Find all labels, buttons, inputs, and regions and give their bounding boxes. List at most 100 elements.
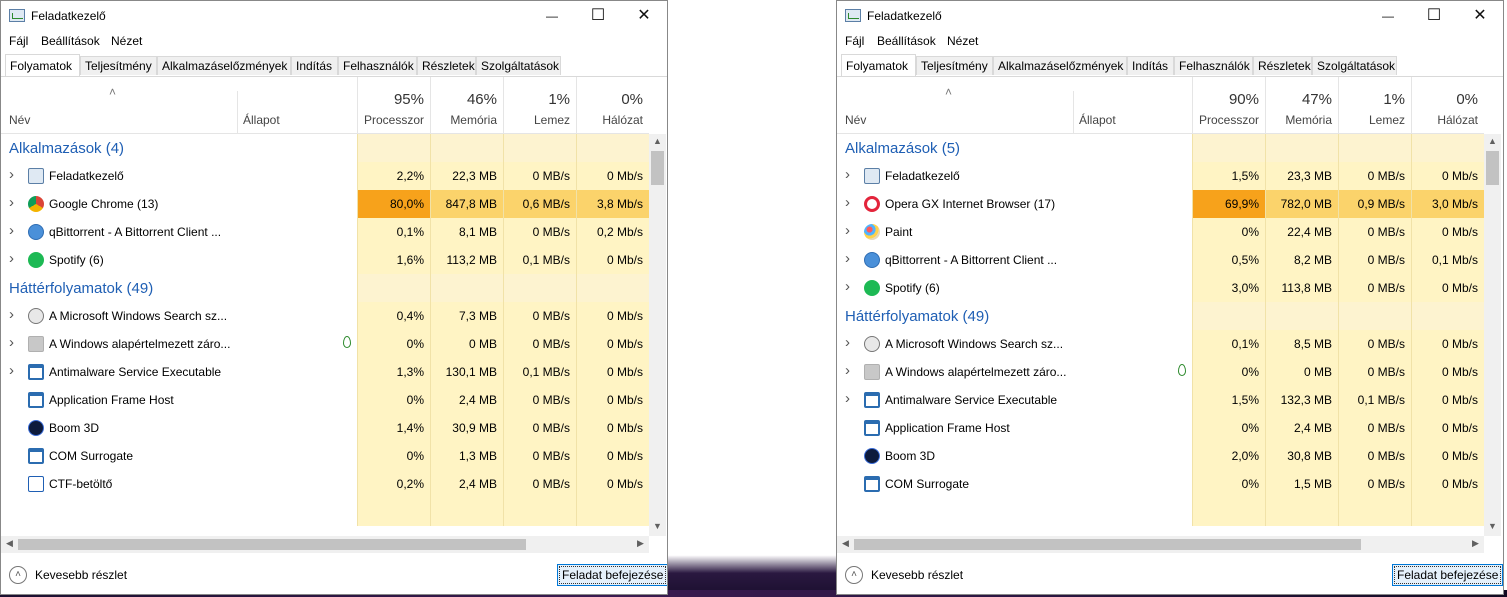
chevron-up-icon[interactable]: ˄ — [9, 566, 27, 584]
chevron-right-icon[interactable]: › — [845, 222, 850, 239]
scroll-right-icon[interactable]: ▶ — [1472, 538, 1479, 548]
title-bar[interactable]: Feladatkezelő — ☐ ✕ — [1, 1, 667, 31]
table-row[interactable]: CTF-betöltő 0,2% 2,4 MB 0 MB/s 0 Mb/s — [1, 470, 649, 498]
scroll-right-icon[interactable]: ▶ — [637, 538, 644, 548]
tab-1[interactable]: Teljesítmény — [80, 56, 157, 75]
menu-item-2[interactable]: Nézet — [947, 34, 979, 48]
maximize-button[interactable]: ☐ — [575, 1, 621, 31]
fewer-details-link[interactable]: Kevesebb részlet — [871, 568, 964, 582]
end-task-button[interactable]: Feladat befejezése — [557, 564, 667, 586]
menu-item-1[interactable]: Beállítások — [877, 34, 936, 48]
column-name-header[interactable]: Név — [845, 113, 867, 127]
chevron-right-icon[interactable]: › — [9, 250, 14, 267]
table-row[interactable]: Application Frame Host 0% 2,4 MB 0 MB/s 0 Mb… — [837, 414, 1484, 442]
table-row[interactable]: COM Surrogate 0% 1,3 MB 0 MB/s 0 Mb/s — [1, 442, 649, 470]
scroll-up-icon[interactable]: ▲ — [653, 136, 662, 146]
horizontal-scrollbar[interactable]: ◀ ▶ — [1, 536, 649, 553]
end-task-button[interactable]: Feladat befejezése — [1392, 564, 1503, 586]
scroll-left-icon[interactable]: ◀ — [6, 538, 13, 548]
chevron-right-icon[interactable]: › — [845, 278, 850, 295]
table-row[interactable]: › Spotify (6) 1,6% 113,2 MB 0,1 MB/s 0 Mb/s — [1, 246, 649, 274]
column-network-header[interactable]: 0% Hálózat — [1411, 77, 1484, 133]
minimize-button[interactable]: — — [1365, 1, 1411, 31]
tab-4[interactable]: Felhasználók — [338, 56, 417, 75]
tab-3[interactable]: Indítás — [1127, 56, 1174, 75]
column-cpu-header[interactable]: 95% Processzor — [357, 77, 430, 133]
tab-2[interactable]: Alkalmazáselőzmények — [993, 56, 1127, 75]
tab-5[interactable]: Részletek — [417, 56, 476, 75]
chevron-right-icon[interactable]: › — [9, 334, 14, 351]
table-row[interactable]: › Feladatkezelő 2,2% 22,3 MB 0 MB/s 0 Mb/s — [1, 162, 649, 190]
table-row[interactable]: › Paint 0% 22,4 MB 0 MB/s 0 Mb/s — [837, 218, 1484, 246]
chevron-right-icon[interactable]: › — [9, 194, 14, 211]
minimize-button[interactable]: — — [529, 1, 575, 31]
vertical-scrollbar[interactable]: ▲ ▼ — [649, 134, 666, 536]
chevron-right-icon[interactable]: › — [9, 306, 14, 323]
scrollbar-thumb[interactable] — [1486, 151, 1499, 185]
table-row[interactable]: › Opera GX Internet Browser (17) 69,9% 782,… — [837, 190, 1484, 218]
table-row[interactable]: › A Microsoft Windows Search sz... 0,1% 8,5… — [837, 330, 1484, 358]
tab-3[interactable]: Indítás — [291, 56, 338, 75]
column-disk-header[interactable]: 1% Lemez — [1338, 77, 1411, 133]
group-title: Alkalmazások (5) — [845, 140, 961, 157]
scrollbar-thumb[interactable] — [18, 539, 526, 550]
tab-0[interactable]: Folyamatok — [5, 54, 80, 76]
chevron-up-icon[interactable]: ˄ — [845, 566, 863, 584]
scroll-down-icon[interactable]: ▼ — [1488, 521, 1497, 531]
title-bar[interactable]: Feladatkezelő — ☐ ✕ — [837, 1, 1503, 31]
chevron-right-icon[interactable]: › — [845, 334, 850, 351]
column-name-header[interactable]: Név — [9, 113, 31, 127]
chevron-right-icon[interactable]: › — [9, 166, 14, 183]
horizontal-scrollbar[interactable]: ◀ ▶ — [837, 536, 1484, 553]
table-row[interactable]: › qBittorrent - A Bittorrent Client ... 0,… — [1, 218, 649, 246]
table-row[interactable]: Boom 3D 1,4% 30,9 MB 0 MB/s 0 Mb/s — [1, 414, 649, 442]
menu-item-0[interactable]: Fájl — [9, 34, 29, 48]
table-row[interactable]: › Feladatkezelő 1,5% 23,3 MB 0 MB/s 0 Mb/s — [837, 162, 1484, 190]
table-row[interactable]: › qBittorrent - A Bittorrent Client ... 0,… — [837, 246, 1484, 274]
column-memory-header[interactable]: 47% Memória — [1265, 77, 1338, 133]
menu-item-0[interactable]: Fájl — [845, 34, 865, 48]
tab-6[interactable]: Szolgáltatások — [1312, 56, 1397, 75]
scrollbar-thumb[interactable] — [651, 151, 664, 185]
scroll-left-icon[interactable]: ◀ — [842, 538, 849, 548]
maximize-button[interactable]: ☐ — [1411, 1, 1457, 31]
table-row[interactable]: Boom 3D 2,0% 30,8 MB 0 MB/s 0 Mb/s — [837, 442, 1484, 470]
column-network-header[interactable]: 0% Hálózat — [576, 77, 649, 133]
table-row[interactable]: › A Microsoft Windows Search sz... 0,4% 7,3… — [1, 302, 649, 330]
tab-4[interactable]: Felhasználók — [1174, 56, 1253, 75]
chevron-right-icon[interactable]: › — [845, 390, 850, 407]
chevron-right-icon[interactable]: › — [845, 194, 850, 211]
table-row[interactable]: Application Frame Host 0% 2,4 MB 0 MB/s 0 Mb… — [1, 386, 649, 414]
column-cpu-header[interactable]: 90% Processzor — [1192, 77, 1265, 133]
menu-item-1[interactable]: Beállítások — [41, 34, 100, 48]
tab-0[interactable]: Folyamatok — [841, 54, 916, 76]
chevron-right-icon[interactable]: › — [845, 250, 850, 267]
tab-1[interactable]: Teljesítmény — [916, 56, 993, 75]
scrollbar-thumb[interactable] — [854, 539, 1361, 550]
close-button[interactable]: ✕ — [621, 1, 667, 31]
column-disk-header[interactable]: 1% Lemez — [503, 77, 576, 133]
scroll-up-icon[interactable]: ▲ — [1488, 136, 1497, 146]
vertical-scrollbar[interactable]: ▲ ▼ — [1484, 134, 1501, 536]
fewer-details-link[interactable]: Kevesebb részlet — [35, 568, 128, 582]
table-row[interactable]: › A Windows alapértelmezett záro... 0% 0 MB… — [1, 330, 649, 358]
chevron-right-icon[interactable]: › — [845, 166, 850, 183]
tab-6[interactable]: Szolgáltatások — [476, 56, 561, 75]
scroll-down-icon[interactable]: ▼ — [653, 521, 662, 531]
chevron-right-icon[interactable]: › — [845, 362, 850, 379]
column-state-header[interactable]: Állapot — [243, 113, 280, 127]
column-state-header[interactable]: Állapot — [1079, 113, 1116, 127]
table-row[interactable]: COM Surrogate 0% 1,5 MB 0 MB/s 0 Mb/s — [837, 470, 1484, 498]
table-row[interactable]: › Antimalware Service Executable 1,5% 132,3… — [837, 386, 1484, 414]
chevron-right-icon[interactable]: › — [9, 222, 14, 239]
table-row[interactable]: › A Windows alapértelmezett záro... 0% 0 MB… — [837, 358, 1484, 386]
table-row[interactable]: › Spotify (6) 3,0% 113,8 MB 0 MB/s 0 Mb/s — [837, 274, 1484, 302]
column-memory-header[interactable]: 46% Memória — [430, 77, 503, 133]
close-button[interactable]: ✕ — [1457, 1, 1503, 31]
tab-5[interactable]: Részletek — [1253, 56, 1312, 75]
table-row[interactable]: › Antimalware Service Executable 1,3% 130,1… — [1, 358, 649, 386]
chevron-right-icon[interactable]: › — [9, 362, 14, 379]
menu-item-2[interactable]: Nézet — [111, 34, 143, 48]
tab-2[interactable]: Alkalmazáselőzmények — [157, 56, 291, 75]
table-row[interactable]: › Google Chrome (13) 80,0% 847,8 MB 0,6 MB/s… — [1, 190, 649, 218]
